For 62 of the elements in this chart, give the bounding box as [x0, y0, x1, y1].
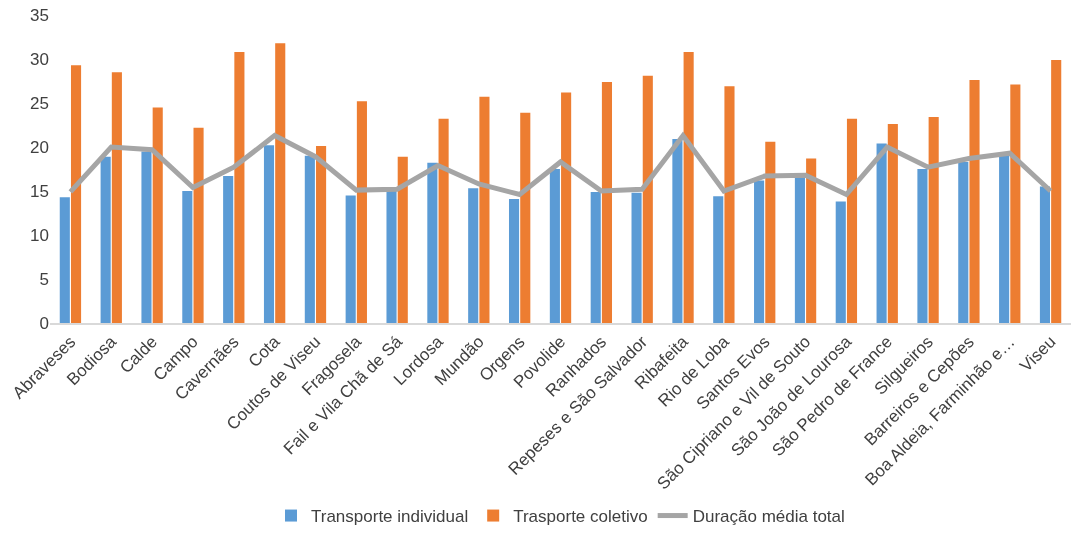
bar: [468, 188, 479, 323]
bar: [969, 80, 980, 323]
bar: [386, 191, 397, 323]
bar: [561, 92, 572, 323]
bar: [887, 124, 898, 323]
bar: [846, 118, 858, 323]
bar: [549, 169, 560, 323]
bar: [724, 86, 735, 323]
y-tick-label: 10: [30, 225, 49, 245]
y-tick-label: 15: [30, 181, 49, 201]
bar: [672, 139, 683, 323]
bar: [683, 51, 694, 323]
y-tick-label: 25: [30, 93, 49, 113]
legend-label: Trasporte coletivo: [513, 507, 648, 527]
bar: [601, 81, 613, 323]
y-tick-label: 35: [30, 5, 49, 25]
bar: [182, 191, 193, 323]
bar: [590, 191, 601, 323]
bar: [958, 161, 969, 323]
bar: [928, 117, 939, 323]
y-tick-label: 30: [30, 49, 49, 69]
bar: [520, 112, 531, 323]
bar: [754, 180, 765, 323]
bar: [917, 169, 928, 323]
bar: [806, 158, 817, 323]
bar: [1039, 186, 1051, 323]
bar: [59, 197, 70, 323]
bar: [304, 155, 315, 323]
bar: [316, 146, 327, 323]
bar: [263, 145, 275, 323]
bar: [427, 162, 438, 323]
bar: [111, 72, 122, 323]
bar: [100, 156, 111, 323]
bar: [223, 176, 234, 323]
legend-label: Transporte individual: [311, 507, 469, 527]
bar: [70, 65, 82, 323]
bar: [1010, 84, 1021, 323]
bar: [397, 156, 408, 323]
bar: [275, 43, 286, 323]
bar: [999, 154, 1010, 323]
bar: [152, 107, 163, 323]
legend-label: Duração média total: [692, 507, 845, 527]
bar: [508, 198, 520, 323]
y-tick-label: 20: [30, 137, 49, 157]
bar: [356, 101, 367, 323]
bar: [1051, 59, 1062, 323]
bar: [876, 143, 887, 323]
y-tick-label: 5: [39, 269, 49, 289]
bar: [193, 127, 204, 323]
bar: [438, 118, 449, 323]
bar: [234, 51, 245, 323]
bar: [642, 75, 653, 323]
bar: [141, 151, 152, 323]
bar: [835, 201, 846, 323]
bar: [765, 141, 776, 323]
bar: [713, 196, 724, 323]
bar: [631, 192, 642, 323]
x-tick-label: Cota: [244, 331, 284, 372]
bar: [794, 177, 805, 323]
bar: [479, 96, 490, 323]
y-tick-label: 0: [39, 313, 49, 333]
bar: [345, 195, 356, 323]
